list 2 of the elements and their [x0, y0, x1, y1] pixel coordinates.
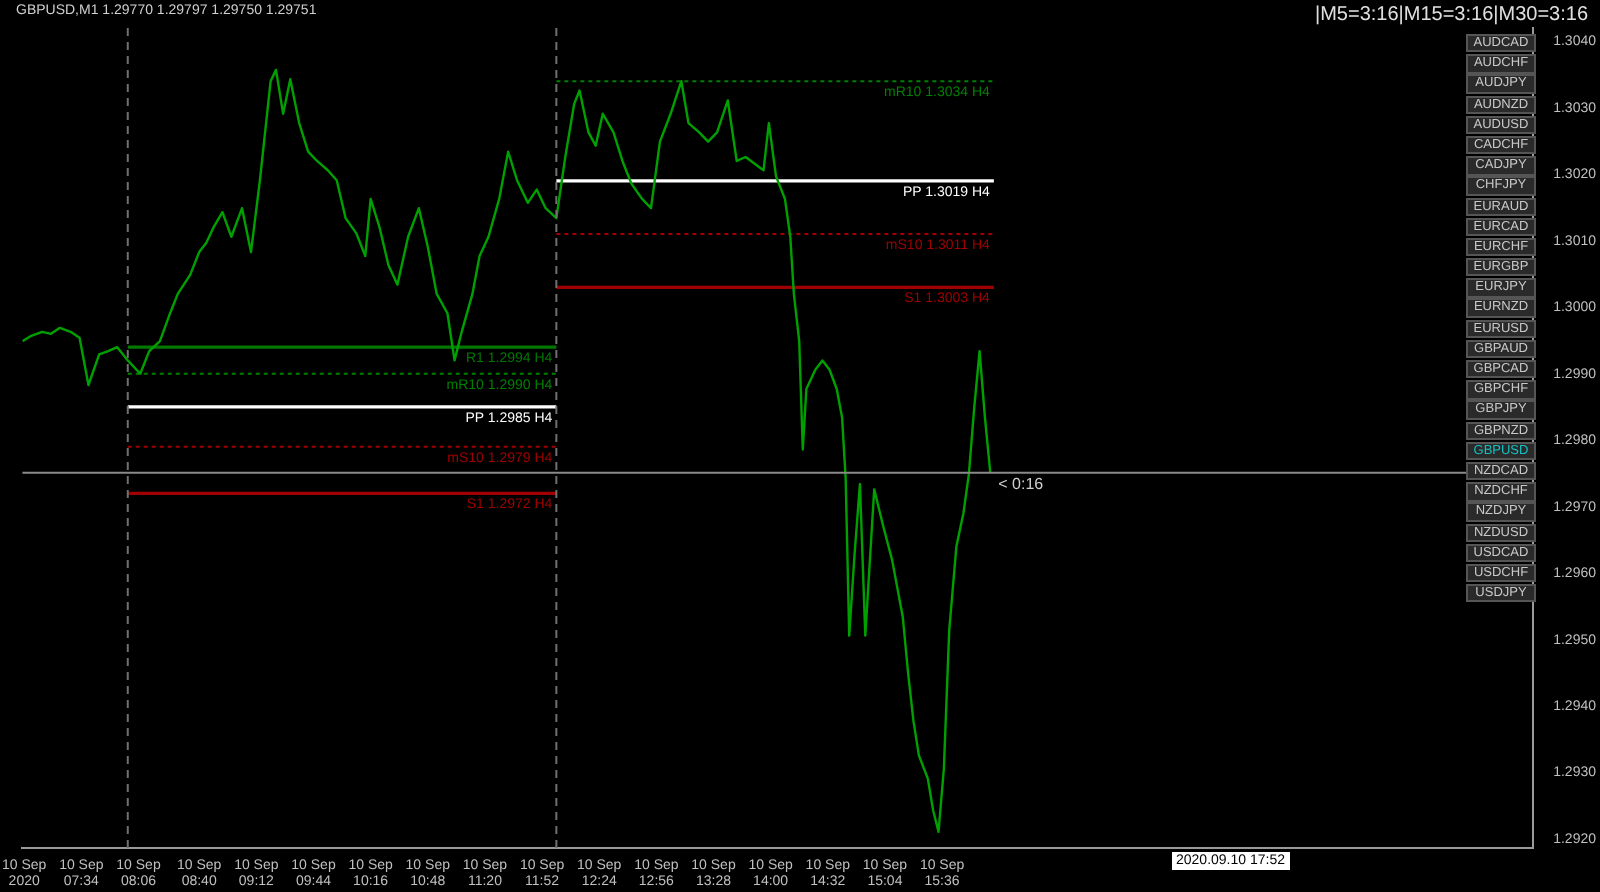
annotation: < 0:16 [998, 475, 1045, 494]
text: |M5=3:16|M15=3:16|M30=3:16 [1315, 4, 1588, 26]
